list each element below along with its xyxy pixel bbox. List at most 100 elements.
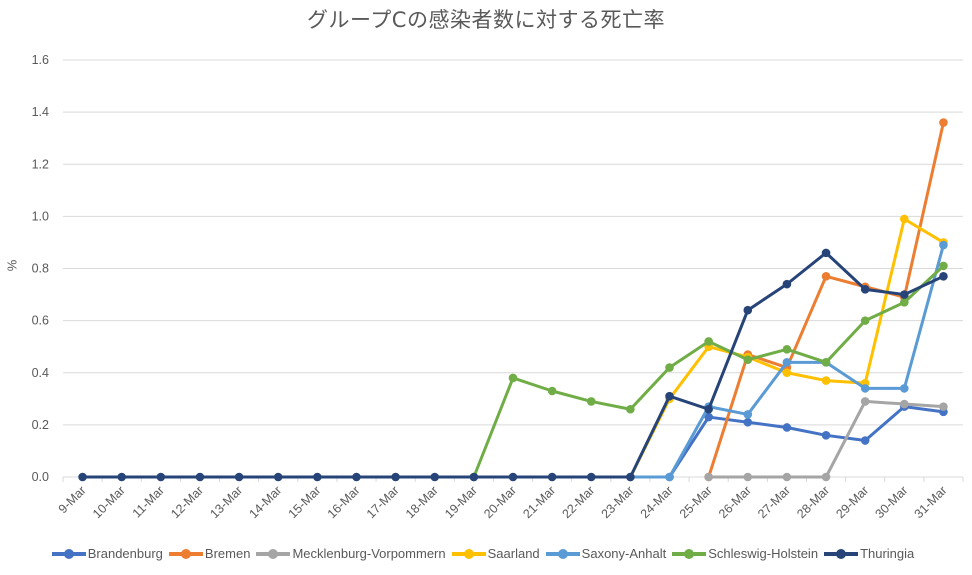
data-point [782,368,792,378]
data-point [547,386,557,396]
data-point [782,344,792,354]
data-point [743,355,753,365]
data-point [939,240,948,250]
data-point [900,214,909,224]
data-point [939,272,948,281]
y-tick-label: 1.4 [32,105,49,119]
x-tick-label: 10-Mar [90,483,128,521]
x-tick-label: 16-Mar [325,483,363,521]
x-tick-label: 11-Mar [130,483,167,520]
chart-legend: Brandenburg Bremen Mecklenburg-Vorpommern S… [0,546,972,561]
data-point [391,472,400,482]
x-tick-label: 26-Mar [716,483,754,521]
data-point [743,410,753,419]
data-point [939,402,948,411]
x-tick-label: 22-Mar [559,483,597,521]
y-tick-label: 0.0 [32,470,49,484]
data-point [665,391,674,401]
data-point [743,472,753,482]
data-point [430,472,440,482]
data-point [352,472,361,482]
data-point [900,384,909,393]
legend-line-marker-icon [256,548,291,559]
data-point [860,384,870,393]
legend-label: Saxony-Anhalt [581,546,667,561]
data-point [821,248,831,258]
data-point [860,316,870,325]
series-brandenburg [665,402,948,482]
data-point [782,423,792,432]
data-point [821,431,831,440]
data-point [626,404,635,414]
series-mecklenburg-vorpommern [704,397,948,482]
data-point [743,417,753,427]
series-thuringia [78,248,948,482]
x-tick-label: 25-Mar [677,483,715,521]
data-point [821,376,831,385]
y-tick-label: 1.2 [32,157,49,171]
data-point [900,399,909,409]
data-point [469,472,479,482]
data-point [782,279,792,289]
data-point [821,358,831,367]
legend-item: Schleswig-Holstein [672,546,818,561]
y-tick-label: 0.4 [32,366,49,380]
data-point [860,285,870,294]
y-tick-label: 0.6 [32,314,49,328]
legend-item: Saarland [451,546,540,561]
x-tick-label: 17-Mar [364,483,402,521]
legend-line-marker-icon [824,548,859,559]
data-point [78,472,87,482]
x-tick-label: 29-Mar [833,483,871,521]
data-point [704,337,713,346]
legend-item: Bremen [168,546,251,561]
y-tick-label: 1.6 [32,53,49,67]
y-tick-label: 0.2 [32,418,49,432]
x-tick-label: 21-Mar [520,483,558,521]
data-point [195,472,205,482]
data-point [782,472,792,482]
data-point [626,472,635,482]
legend-label: Bremen [204,546,251,561]
legend-line-marker-icon [672,548,707,559]
data-point [704,412,713,422]
data-point [939,261,948,271]
chart-title: グループCの感染者数に対する死亡率 [307,8,665,32]
data-point [939,118,948,127]
legend-line-marker-icon [451,548,486,559]
data-point [665,363,674,372]
x-tick-label: 14-Mar [246,483,284,521]
legend-label: Saarland [487,546,540,561]
data-point [900,290,909,299]
data-point [586,472,596,482]
x-tick-label: 31-Mar [912,483,950,521]
data-point [860,436,870,445]
x-tick-label: 24-Mar [638,483,676,521]
y-tick-label: 1.0 [32,209,49,223]
legend-item: Brandenburg [51,546,163,561]
series-schleswig-holstein [469,261,948,482]
x-tick-label: 20-Mar [481,483,519,521]
legend-line-marker-icon [168,548,203,559]
data-point [665,472,674,482]
legend-line-marker-icon [545,548,580,559]
legend-label: Mecklenburg-Vorpommern [292,546,446,561]
x-tick-label: 13-Mar [207,483,245,521]
data-point [547,472,557,482]
legend-label: Thuringia [860,546,915,561]
series-saxony-anhalt [626,240,948,482]
data-point [743,305,753,315]
data-point [860,397,870,406]
x-tick-label: 15-Mar [286,483,324,521]
data-point [782,358,792,367]
x-tick-label: 23-Mar [599,483,637,521]
x-tick-label: 27-Mar [755,483,793,521]
data-point [704,472,713,482]
legend-line-marker-icon [51,548,86,559]
x-tick-label: 19-Mar [442,483,480,521]
legend-label: Schleswig-Holstein [708,546,819,561]
legend-item: Thuringia [824,546,914,561]
data-point [508,373,518,383]
x-tick-label: 30-Mar [873,483,911,521]
x-tick-label: 9-Mar [56,483,89,516]
